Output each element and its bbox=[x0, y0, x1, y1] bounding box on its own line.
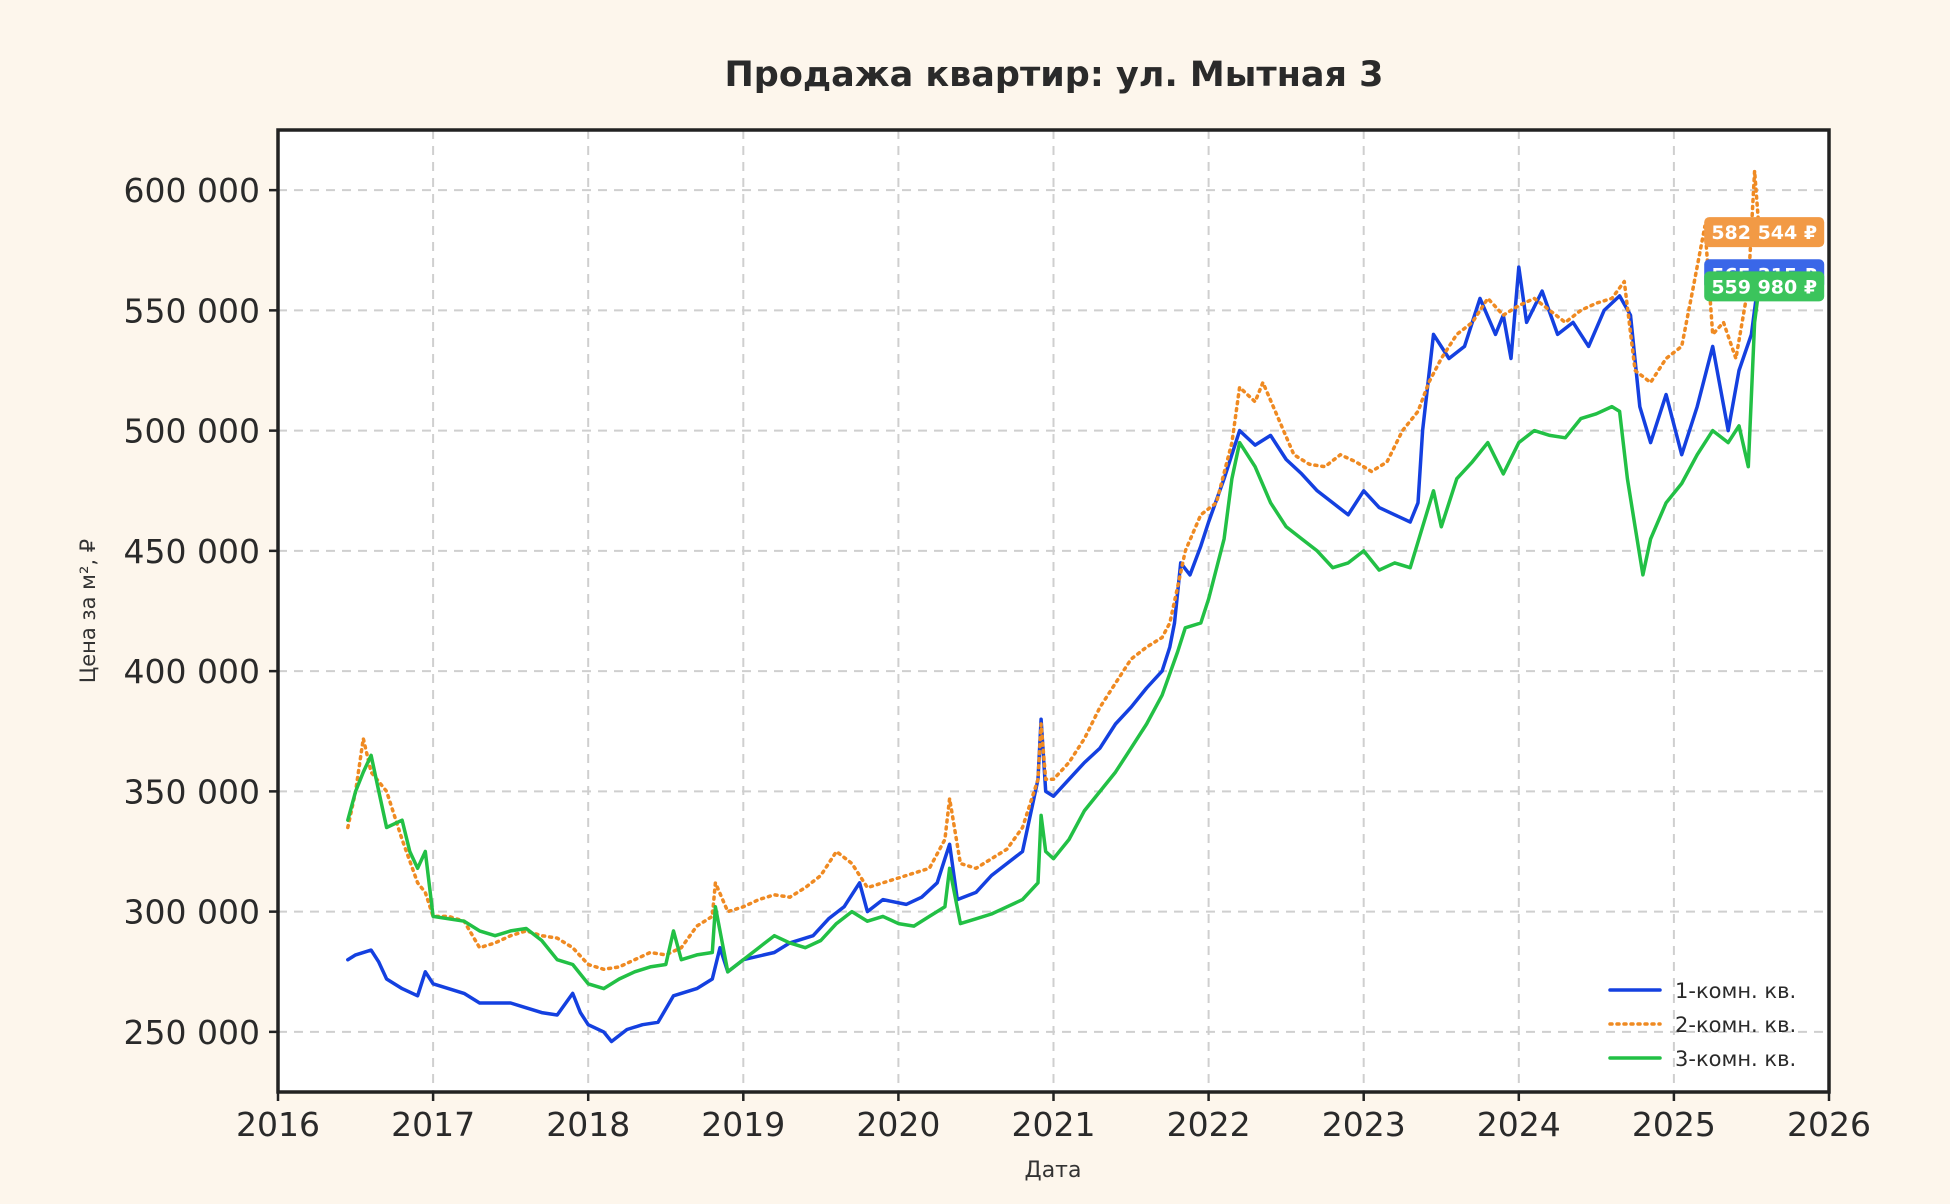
x-tick-label: 2017 bbox=[391, 1105, 475, 1144]
y-axis-label: Цена за м², ₽ bbox=[76, 539, 100, 683]
y-tick-label: 350 000 bbox=[124, 772, 260, 811]
legend-label: 1-комн. кв. bbox=[1675, 979, 1796, 1003]
grid bbox=[278, 130, 1829, 1092]
y-tick-label: 400 000 bbox=[124, 652, 260, 691]
x-tick-label: 2025 bbox=[1632, 1105, 1716, 1144]
chart-title: Продажа квартир: ул. Мытная 3 bbox=[724, 55, 1383, 95]
legend-entry-2: 2-комн. кв. bbox=[1608, 1013, 1796, 1037]
x-tick-label: 2026 bbox=[1787, 1105, 1871, 1144]
x-tick-label: 2020 bbox=[856, 1105, 940, 1144]
end-label-box bbox=[1704, 271, 1825, 302]
end-label-box bbox=[1704, 217, 1825, 248]
x-tick-label: 2023 bbox=[1322, 1105, 1406, 1144]
end-value-labels: 565 315 ₽582 544 ₽559 980 ₽ bbox=[1704, 217, 1825, 302]
x-tick-label: 2022 bbox=[1167, 1105, 1251, 1144]
x-tick-label: 2019 bbox=[701, 1105, 785, 1144]
series-line-2 bbox=[346, 169, 1761, 972]
y-tick-label: 550 000 bbox=[124, 291, 260, 330]
y-tick-label: 600 000 bbox=[124, 171, 260, 210]
end-label-text: 559 980 ₽ bbox=[1711, 276, 1817, 298]
end-label-2: 582 544 ₽ bbox=[1704, 217, 1825, 248]
x-tick-label: 2021 bbox=[1012, 1105, 1096, 1144]
x-axis-label: Дата bbox=[1025, 1158, 1082, 1183]
legend-entry-3: 3-комн. кв. bbox=[1608, 1047, 1796, 1071]
y-tick-label: 300 000 bbox=[124, 893, 260, 932]
end-label-text: 582 544 ₽ bbox=[1711, 222, 1817, 244]
x-tick-label: 2024 bbox=[1477, 1105, 1561, 1144]
legend-label: 3-комн. кв. bbox=[1675, 1047, 1796, 1071]
y-tick-label: 450 000 bbox=[124, 532, 260, 571]
axis-ticks: 2016 2017 2018 2019 2020 2021 2022 2023 2024 2025… bbox=[124, 171, 1871, 1144]
y-tick-label: 250 000 bbox=[124, 1013, 260, 1052]
x-tick-label: 2016 bbox=[236, 1105, 320, 1144]
y-tick-label: 500 000 bbox=[124, 412, 260, 451]
legend: 1-комн. кв. 2-комн. кв. 3-комн. кв. bbox=[1608, 979, 1796, 1071]
x-tick-label: 2018 bbox=[546, 1105, 630, 1144]
series-lines bbox=[346, 169, 1761, 1044]
legend-label: 2-комн. кв. bbox=[1675, 1013, 1796, 1037]
end-label-3: 559 980 ₽ bbox=[1704, 271, 1825, 302]
series-line-3 bbox=[346, 284, 1761, 991]
legend-entry-1: 1-комн. кв. bbox=[1608, 979, 1796, 1003]
